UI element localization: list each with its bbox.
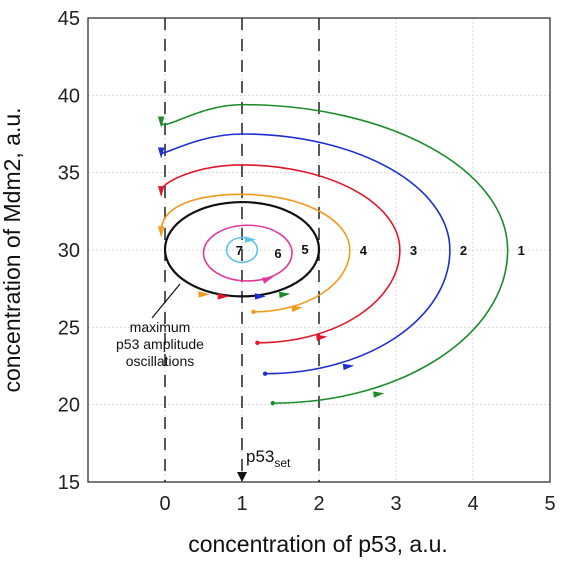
series-6: 6 [202, 224, 293, 282]
series-start-2 [262, 371, 268, 376]
series-arrow-bottom-1 [373, 391, 385, 398]
series-arrow-bottom-4 [291, 305, 303, 312]
series-label-2: 2 [460, 243, 467, 258]
series-label-1: 1 [518, 243, 525, 258]
y-tick-label: 35 [58, 163, 80, 185]
x-tick-label: 5 [544, 493, 555, 515]
y-tick-label: 15 [58, 472, 80, 494]
y-tick-label: 20 [58, 395, 80, 417]
y-tick-label: 45 [58, 8, 80, 30]
series-arrow-6 [261, 276, 274, 284]
series-label-7: 7 [236, 243, 243, 258]
series-line-3 [160, 164, 401, 344]
inner-arrow-green [278, 291, 291, 299]
inner-arrow-red [217, 293, 229, 300]
series-line-5 [163, 200, 321, 298]
y-tick-label: 40 [58, 85, 80, 107]
series-label-6: 6 [274, 246, 281, 261]
series-arrow-7 [244, 236, 256, 243]
x-tick-label: 1 [236, 493, 247, 515]
series-arrow-5 [254, 293, 266, 300]
inner-arrow-orange [198, 291, 210, 298]
x-axis-ticks: 0 1 2 3 4 5 [159, 493, 555, 515]
x-tick-label: 0 [159, 493, 170, 515]
annotation-pointer [151, 283, 181, 319]
p53set-base: p53 [246, 447, 274, 466]
series-line-2 [160, 133, 451, 375]
series-5: 5 [163, 200, 321, 298]
series-start-4 [251, 309, 256, 315]
y-axis-ticks: 15 20 25 30 35 40 45 [58, 8, 80, 494]
x-tick-label: 3 [390, 493, 401, 515]
series-arrow-left-3 [157, 186, 165, 198]
series-label-5: 5 [301, 242, 308, 257]
series-arrow-bottom-2 [342, 363, 355, 371]
p53set-sub: set [274, 456, 291, 470]
series-7: 7 [225, 236, 259, 264]
annotation-line-2: p53 amplitude [116, 336, 204, 352]
series-label-4: 4 [360, 243, 368, 258]
series-1: 1 [160, 103, 525, 406]
series-3: 3 [160, 164, 417, 345]
p53set-arrow [237, 472, 247, 482]
series-label-3: 3 [410, 243, 417, 258]
annotation-line-3: oscillations [126, 353, 194, 369]
series-line-4 [160, 193, 351, 313]
trajectories: 1 2 3 4 5 6 7 [157, 103, 525, 406]
x-axis-label: concentration of p53, a.u. [188, 531, 448, 557]
p53set-label: p53set [246, 447, 291, 470]
series-start-1 [270, 400, 275, 406]
y-tick-label: 30 [58, 240, 80, 262]
y-tick-label: 25 [58, 317, 80, 339]
annotation-line-1: maximum [130, 319, 191, 335]
y-axis-label: concentration of Mdm2, a.u. [0, 107, 25, 392]
annotation: maximum p53 amplitude oscillations [116, 283, 204, 369]
series-arrow-bottom-3 [316, 334, 328, 342]
series-start-3 [255, 340, 260, 345]
series-4: 4 [160, 193, 368, 315]
series-line-1 [160, 103, 509, 404]
x-tick-label: 4 [467, 493, 478, 515]
series-line-7 [225, 236, 259, 264]
x-tick-label: 2 [313, 493, 324, 515]
series-line-6 [202, 224, 293, 282]
series-arrow-left-1 [157, 116, 165, 128]
series-arrow-left-4 [157, 226, 165, 238]
series-2: 2 [160, 133, 467, 376]
series-arrow-left-2 [157, 147, 165, 159]
